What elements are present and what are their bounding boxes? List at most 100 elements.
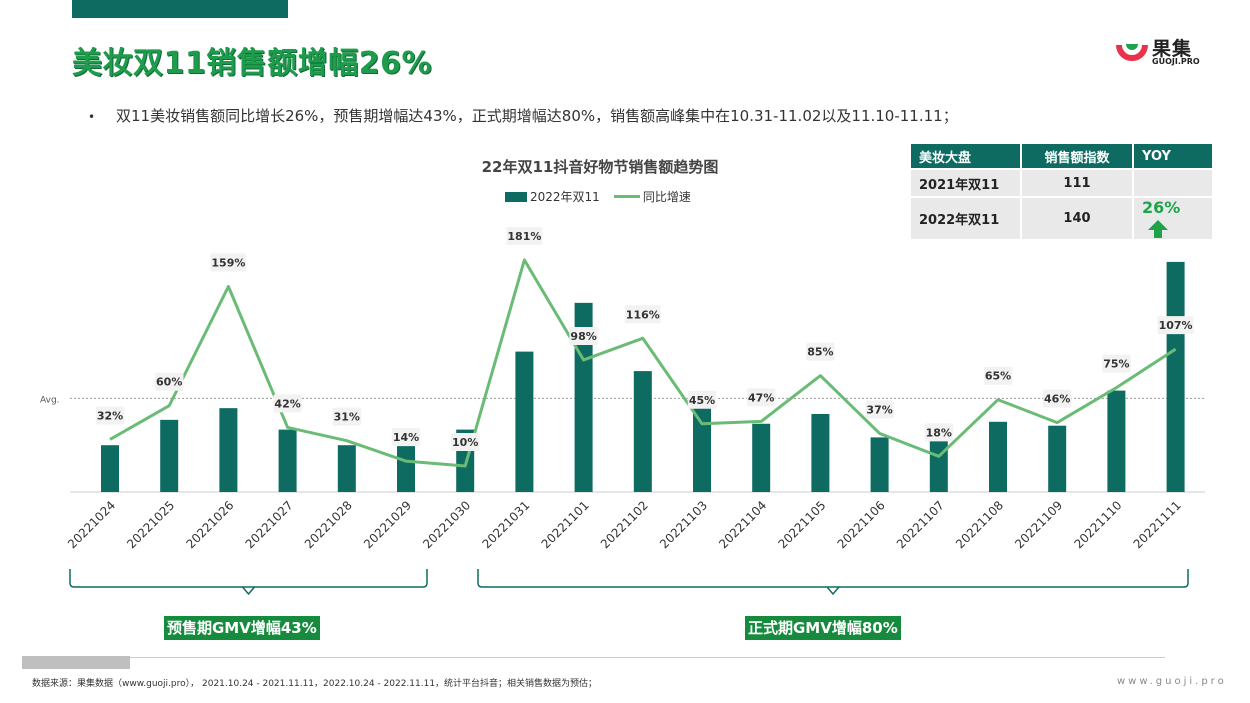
kpi-yoy: 26% [1142,198,1181,217]
data-label-bg [1102,354,1131,373]
top-accent-bar [72,0,288,18]
bar [1107,390,1126,492]
bar [337,445,356,492]
bullet-marker: • [88,110,96,124]
x-tick-label: 20221031 [479,498,532,551]
data-label: 181% [507,230,541,243]
page-title: 美妆双11销售额增幅26% [72,46,433,81]
data-label-bg [687,390,717,409]
legend-line-swatch [613,195,640,198]
data-label-bg [95,406,125,425]
formal-brace [477,569,1189,588]
data-label: 60% [156,376,182,389]
x-tick-label: 20221025 [124,498,177,551]
kpi-table: 美妆大盘 销售额指数 YOY 2021年双11 111 2022年双11 140… [911,144,1214,239]
data-label-bg [210,253,247,272]
data-label-bg [273,394,302,413]
kpi-index: 140 [1021,196,1134,239]
legend-line-label: 同比增速 [642,190,691,204]
bar [101,445,119,492]
data-label: 45% [689,394,715,407]
formal-phase-label: 正式期GMV增幅80% [745,616,901,640]
x-tick-label: 20221105 [775,498,828,551]
logo-name: 果集 [1152,38,1193,60]
chart-title: 22年双11抖音好物节销售额趋势图 [481,158,719,176]
data-label: 14% [393,431,419,444]
data-source-note: 数据来源：果集数据（www.guoji.pro）， 2021.10.24 - 2… [32,679,598,689]
presale-phase-label: 预售期GMV增幅43% [164,616,320,640]
bar [870,437,889,492]
bar [752,423,771,492]
data-label-bg [332,407,362,426]
x-tick-label: 20221108 [953,498,1006,551]
bar [278,429,297,492]
bar [811,414,830,492]
kpi-yoy-cell: 26% [1133,196,1214,239]
presale-brace [69,569,428,588]
kpi-header-row: 美妆大盘 销售额指数 YOY [911,144,1214,169]
data-label-bg [983,366,1013,385]
data-label: 159% [211,256,245,269]
kpi-row-2022: 2022年双11 140 26% [911,196,1214,239]
bar [1048,425,1067,492]
data-label-bg [154,372,184,391]
data-label: 98% [570,330,596,343]
chart-legend: 2022年双11 同比增速 [505,188,691,205]
x-tick-label: 20221030 [420,498,473,551]
x-tick-label: 20221110 [1071,498,1124,551]
data-label: 116% [626,308,660,321]
data-label-bg [746,388,776,407]
x-tick-label: 20221104 [716,498,769,551]
x-tick-label: 20221103 [657,498,710,551]
x-tick-label: 20221026 [183,498,236,551]
legend-bar-label: 2022年双11 [530,190,600,204]
bar [219,408,238,492]
x-tick-label: 20221027 [243,498,296,551]
data-label: 75% [1103,358,1129,371]
kpi-period: 2022年双11 [911,196,1022,239]
legend-bar-swatch [505,191,527,202]
data-label-bg [1042,389,1072,408]
data-label-bg [624,305,661,324]
data-label: 65% [985,370,1011,383]
kpi-row-2021: 2021年双11 111 [911,168,1214,197]
data-label-bg [806,342,835,361]
bar [929,433,948,492]
data-label-bg [506,227,543,245]
bar [633,371,652,492]
data-label: 37% [866,403,892,416]
x-tick-label: 20221024 [65,498,118,551]
data-label-bg [865,400,894,419]
bar [160,419,179,492]
kpi-period: 2021年双11 [911,168,1022,197]
kpi-header-yoy: YOY [1133,144,1214,169]
brand-logo: 果集 GUOJI.PRO [1116,34,1216,70]
average-label: Avg. [40,395,60,405]
data-label: 42% [274,397,300,410]
logo-subtitle: GUOJI.PRO [1152,57,1200,66]
data-label: 46% [1044,393,1070,406]
growth-line [109,258,1177,468]
bar [989,421,1007,492]
data-label-bg [924,423,954,442]
x-tick-label: 20221102 [598,498,651,551]
footer-divider [22,657,1165,658]
logo-icon [1116,44,1148,61]
data-label: 107% [1159,319,1193,332]
kpi-index: 111 [1021,168,1134,197]
x-tick-label: 20221107 [894,498,947,551]
data-label-bg [569,326,598,345]
x-tick-label: 20221111 [1131,498,1184,551]
data-label-bg [450,432,480,451]
x-tick-label: 20221029 [361,498,414,551]
data-label: 85% [807,346,833,359]
x-tick-label: 20221109 [1012,498,1065,551]
bar [397,433,415,492]
data-label: 18% [926,426,952,439]
up-arrow-icon [1148,220,1168,238]
data-label-bg [1157,316,1194,335]
footer-accent [22,656,130,669]
presale-brace-tip [241,586,256,596]
data-label: 47% [748,391,774,404]
